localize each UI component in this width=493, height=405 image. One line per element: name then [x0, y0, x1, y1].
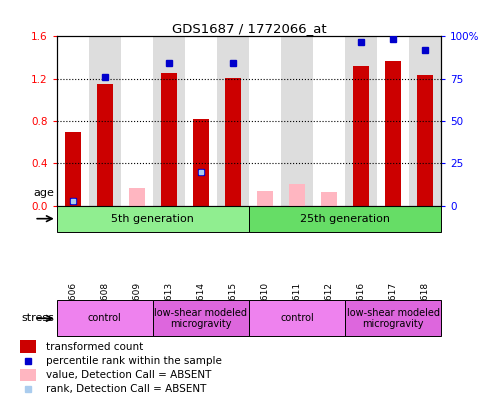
Bar	[185, 36, 217, 206]
Text: rank, Detection Call = ABSENT: rank, Detection Call = ABSENT	[46, 384, 207, 394]
Text: transformed count: transformed count	[46, 342, 143, 352]
Text: low-shear modeled
microgravity: low-shear modeled microgravity	[347, 307, 440, 329]
Bar	[321, 192, 337, 206]
Bar	[353, 66, 369, 206]
Bar	[249, 206, 441, 232]
Bar	[65, 132, 81, 206]
Bar	[193, 119, 209, 206]
Bar	[417, 75, 433, 206]
Text: age: age	[34, 188, 54, 198]
Bar	[153, 36, 185, 206]
Bar	[20, 369, 36, 381]
Text: control: control	[280, 313, 314, 323]
Bar	[129, 188, 145, 206]
Text: percentile rank within the sample: percentile rank within the sample	[46, 356, 222, 366]
Bar	[377, 36, 409, 206]
Bar	[153, 300, 249, 337]
Text: control: control	[88, 313, 122, 323]
Bar	[161, 73, 177, 206]
Bar	[225, 78, 241, 206]
Bar	[89, 36, 121, 206]
Bar	[249, 300, 345, 337]
Bar	[281, 36, 313, 206]
Bar	[289, 184, 305, 206]
Bar	[121, 36, 153, 206]
Bar	[57, 300, 153, 337]
Bar	[313, 36, 345, 206]
Bar	[345, 300, 441, 337]
Bar	[57, 36, 89, 206]
Bar	[217, 36, 249, 206]
Text: stress: stress	[21, 313, 54, 323]
Text: 5th generation: 5th generation	[111, 214, 194, 224]
Text: low-shear modeled
microgravity: low-shear modeled microgravity	[154, 307, 247, 329]
Bar	[57, 206, 249, 232]
Bar	[20, 341, 36, 353]
Bar	[345, 36, 377, 206]
Text: 25th generation: 25th generation	[300, 214, 390, 224]
Text: value, Detection Call = ABSENT: value, Detection Call = ABSENT	[46, 370, 211, 380]
Title: GDS1687 / 1772066_at: GDS1687 / 1772066_at	[172, 22, 326, 35]
Bar	[385, 61, 401, 206]
Bar	[257, 191, 273, 206]
Bar	[97, 84, 113, 206]
Bar	[249, 36, 281, 206]
Bar	[409, 36, 441, 206]
